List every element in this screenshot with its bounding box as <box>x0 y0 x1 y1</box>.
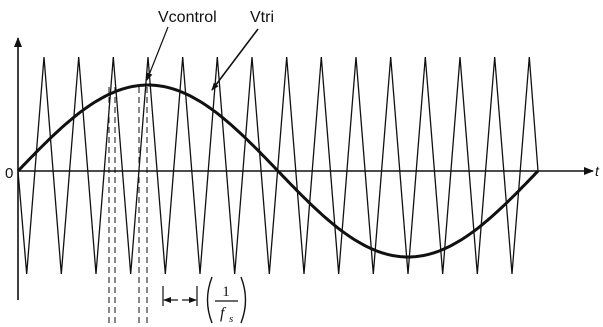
time-axis-label: t <box>595 163 600 179</box>
period-denominator: f <box>220 305 227 322</box>
vcontrol-pointer <box>146 26 169 81</box>
paren-left <box>206 276 213 324</box>
vcontrol-label: Vcontrol <box>158 9 217 26</box>
paren-right <box>240 276 247 324</box>
vtri-label: Vtri <box>250 9 274 26</box>
triangle-carrier-waveform <box>17 56 539 275</box>
control-sine-waveform <box>16 83 540 259</box>
vtri-pointer <box>211 28 259 91</box>
period-denominator-subscript: s <box>229 313 233 325</box>
origin-label: 0 <box>5 165 13 182</box>
period-numerator: 1 <box>222 284 230 300</box>
